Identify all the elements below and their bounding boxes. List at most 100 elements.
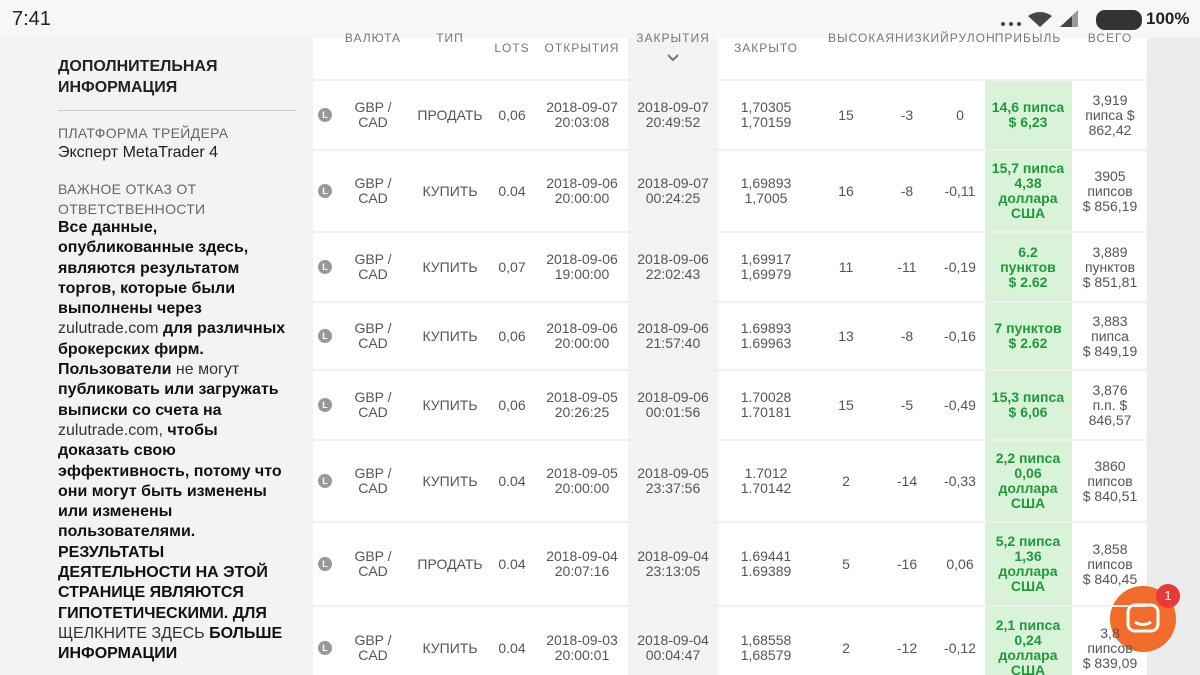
column-header: LOTS	[494, 41, 530, 55]
platform: Эксперт MetaTrader 4	[58, 144, 219, 161]
total: 3860 пипсов $ 840,51	[1082, 457, 1138, 504]
rollover: -0,49	[944, 396, 976, 413]
disclaimer-text: публиковать или загружать выписки со сче…	[58, 381, 279, 419]
profit: 2,1 пипса 0,24 доллара США	[995, 617, 1061, 675]
row-separator	[313, 605, 1147, 607]
prices: 1.69441 1.69389	[740, 548, 792, 579]
disclaimer-link-text[interactable]: zulutrade.com	[58, 320, 159, 338]
sorted-column-bg	[628, 0, 718, 675]
high: 2	[842, 639, 850, 656]
total: 3,883 пипса $ 849,19	[1082, 312, 1138, 359]
profit: 7 пунктов $ 2.62	[994, 320, 1062, 351]
disclaimer: Все данные, опубликованные здесь, являют…	[58, 218, 290, 665]
trade-type: ПРОДАТЬ	[417, 555, 483, 572]
disclaimer-link-text[interactable]: ЩЕЛКНИТЕ ЗДЕСЬ	[58, 624, 205, 642]
total: 3,8 пипсов $ 839,09	[1082, 624, 1138, 671]
profit: 5,2 пипса 1,36 доллара США	[995, 533, 1061, 594]
status-icons	[1001, 10, 1078, 27]
currency: GBP / CAD	[354, 320, 392, 351]
disclaimer-link-text[interactable]: zulutrade.com,	[58, 421, 163, 439]
trade-type: КУПИТЬ	[422, 258, 478, 275]
low: -5	[900, 396, 914, 413]
total: 3,876 п.п. $ 846,57	[1088, 381, 1132, 428]
trade-type: ПРОДАТЬ	[417, 106, 483, 123]
total: 3,858 пипсов $ 840,45	[1082, 540, 1138, 587]
rollover: -0,11	[944, 182, 976, 199]
open-time: 2018-09-03 20:00:01	[546, 632, 618, 663]
profit: 15,7 пипса 4,38 доллара США	[991, 160, 1065, 221]
trade-type: КУПИТЬ	[422, 472, 478, 489]
open-time: 2018-09-06 20:00:00	[546, 320, 618, 351]
clock: 7:41	[12, 8, 51, 30]
row-separator	[313, 79, 1147, 81]
currency: GBP / CAD	[354, 632, 392, 663]
type-icon: L	[318, 557, 332, 571]
prices: 1,70305 1,70159	[740, 99, 792, 130]
low: -8	[900, 182, 914, 199]
high: 15	[838, 106, 854, 123]
low: -16	[896, 555, 918, 572]
currency: GBP / CAD	[354, 465, 392, 496]
lots: 0,07	[498, 258, 526, 275]
profit: 15,3 пипса $ 6,06	[991, 389, 1065, 420]
rollover: 0,06	[946, 555, 974, 572]
high: 5	[842, 555, 850, 572]
lots: 0.04	[498, 639, 526, 656]
disclaimer-label: ВАЖНОЕ ОТКАЗ ОТ ОТВЕТСТВЕННОСТИ	[58, 181, 206, 217]
low: -12	[896, 639, 918, 656]
row-separator	[313, 231, 1147, 233]
battery: 100%	[1146, 9, 1190, 28]
open-time: 2018-09-06 20:00:00	[546, 175, 618, 206]
high: 11	[838, 258, 854, 275]
high: 16	[838, 182, 854, 199]
row-separator	[313, 521, 1147, 523]
type-icon: L	[318, 641, 332, 655]
low: -8	[900, 327, 914, 344]
sidebar-title: ДОПОЛНИТЕЛЬНАЯ ИНФОРМАЦИЯ	[58, 58, 218, 96]
chat-badge: 1	[1156, 584, 1180, 608]
open-time: 2018-09-06 19:00:00	[546, 251, 618, 282]
close-time: 2018-09-06 22:02:43	[637, 251, 709, 282]
prices: 1,68558 1,68579	[740, 632, 792, 663]
column-header[interactable]: ЗАКРЫТИЯ	[636, 31, 710, 45]
lots: 0.04	[498, 555, 526, 572]
total: 3,889 пунктов $ 851,81	[1082, 243, 1138, 290]
status-bar: 7:41 100%	[0, 0, 1200, 38]
trades-table	[313, 0, 1147, 675]
lots: 0,06	[498, 327, 526, 344]
row-separator	[313, 301, 1147, 303]
prices: 1,69917 1,69979	[740, 251, 792, 282]
currency: GBP / CAD	[354, 251, 392, 282]
type-icon: L	[318, 329, 332, 343]
prices: 1.69893 1.69963	[740, 320, 792, 351]
disclaimer-text: чтобы доказать свою эффективность, потом…	[58, 421, 282, 622]
close-time: 2018-09-05 23:37:56	[637, 465, 709, 496]
type-icon: L	[318, 474, 332, 488]
currency: GBP / CAD	[354, 175, 392, 206]
divider	[58, 110, 296, 111]
sidebar: ДОПОЛНИТЕЛЬНАЯ ИНФОРМАЦИЯ ПЛАТФОРМА ТРЕЙ…	[0, 0, 313, 675]
column-header: ТИП	[436, 31, 464, 45]
column-header: ВЫСОКАЯНИЗКИЙРУЛОН	[828, 31, 996, 45]
low: -11	[897, 258, 917, 275]
close-time: 2018-09-06 00:01:56	[637, 389, 709, 420]
type-icon: L	[318, 398, 332, 412]
type-icon: L	[318, 108, 332, 122]
currency: GBP / CAD	[354, 548, 392, 579]
row-separator	[313, 369, 1147, 371]
close-time: 2018-09-07 20:49:52	[637, 99, 709, 130]
rollover: -0,19	[944, 258, 976, 275]
row-separator	[313, 149, 1147, 151]
close-time: 2018-09-04 00:04:47	[637, 632, 709, 663]
disclaimer-text: для различных брокерских фирм. Пользоват…	[58, 320, 286, 379]
column-header: ОТКРЫТИЯ	[544, 41, 620, 55]
lots: 0,06	[498, 396, 526, 413]
disclaimer-link-text[interactable]: не могут	[175, 361, 240, 379]
prices: 1,69893 1,7005	[740, 175, 792, 206]
currency: GBP / CAD	[354, 389, 392, 420]
column-header: ВАЛЮТА	[344, 31, 402, 45]
column-header: ПРИБЫЛЬ	[994, 31, 1062, 45]
high: 13	[838, 327, 854, 344]
high: 15	[838, 396, 854, 413]
